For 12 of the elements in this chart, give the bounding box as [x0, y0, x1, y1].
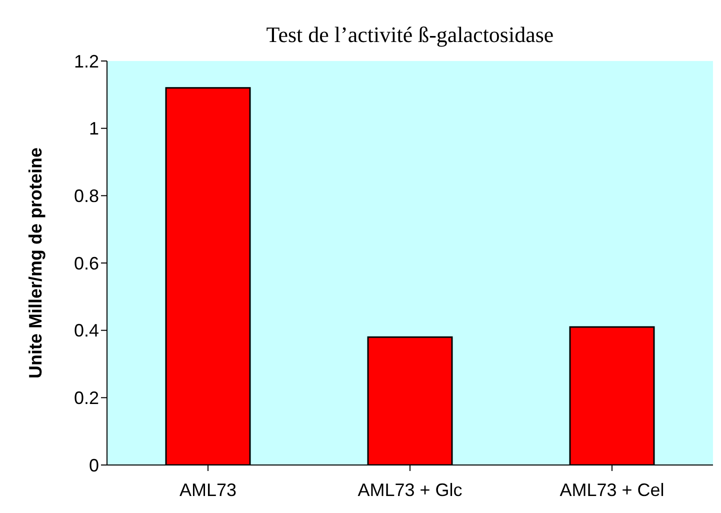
y-tick-label: 0 [88, 455, 99, 476]
y-tick-label: 1.2 [74, 51, 99, 72]
y-axis-title: Unite Miller/mg de proteine [26, 147, 46, 379]
y-tick-label: 0.4 [74, 320, 99, 341]
y-tick-label: 0.2 [74, 388, 99, 408]
y-tick-label: 0.6 [74, 253, 99, 274]
y-tick-label: 0.8 [74, 186, 99, 206]
y-tick-label: 1 [88, 118, 99, 139]
x-tick-label: AML73 + Glc [358, 480, 462, 500]
x-tick-label: AML73 + Cel [560, 480, 664, 500]
x-tick-label: AML73 [179, 480, 237, 500]
chart-title: Test de l’activité ß-galactosidase [265, 22, 555, 48]
